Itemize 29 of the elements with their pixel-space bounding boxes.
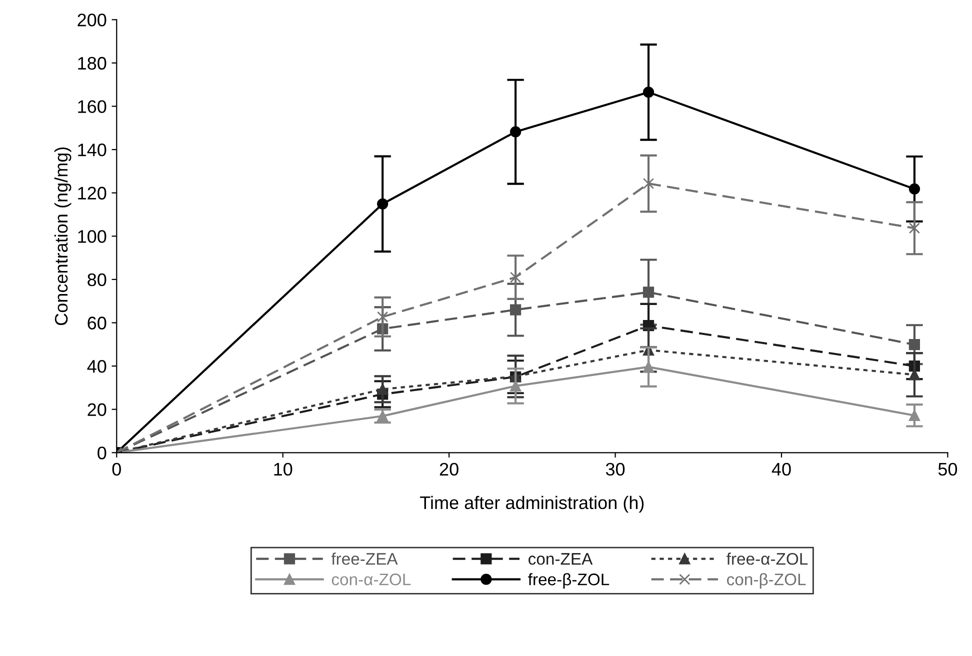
x-tick-label: 30 [606, 462, 625, 476]
legend-label: con-α-ZOL [332, 574, 411, 586]
y-tick-label: 60 [88, 316, 106, 330]
y-tick-label: 120 [78, 186, 106, 200]
y-tick-label: 160 [78, 100, 106, 113]
x-tick-label: 0 [112, 462, 121, 476]
x-tick-label: 40 [772, 462, 791, 476]
legend-label: con-β-ZOL [727, 573, 806, 589]
point [642, 178, 654, 190]
y-axis-title: Concentration (ng/mg) [54, 147, 72, 326]
x-tick-label: 50 [938, 462, 958, 476]
y-tick-label: 140 [78, 144, 106, 156]
x-tick-label: 10 [274, 462, 292, 476]
y-tick-label: 180 [78, 56, 106, 70]
point [510, 272, 522, 283]
legend-label: free-β-ZOL [528, 573, 610, 589]
y-tick-label: 200 [78, 14, 106, 26]
x-tick-label: 20 [440, 462, 458, 476]
y-tick-label: 100 [78, 230, 106, 243]
x-axis-title: Time after administration (h) [420, 496, 644, 513]
y-tick-label: 0 [98, 446, 106, 460]
point [908, 222, 920, 234]
y-tick-label: 20 [88, 403, 106, 416]
y-tick-label: 40 [87, 360, 106, 373]
point [377, 311, 388, 322]
legend-label: con-ZEA [528, 553, 593, 565]
y-tick-label: 80 [88, 273, 106, 286]
legend-label: free-ZEA [331, 552, 398, 565]
legend-label: free-α-ZOL [726, 552, 808, 565]
